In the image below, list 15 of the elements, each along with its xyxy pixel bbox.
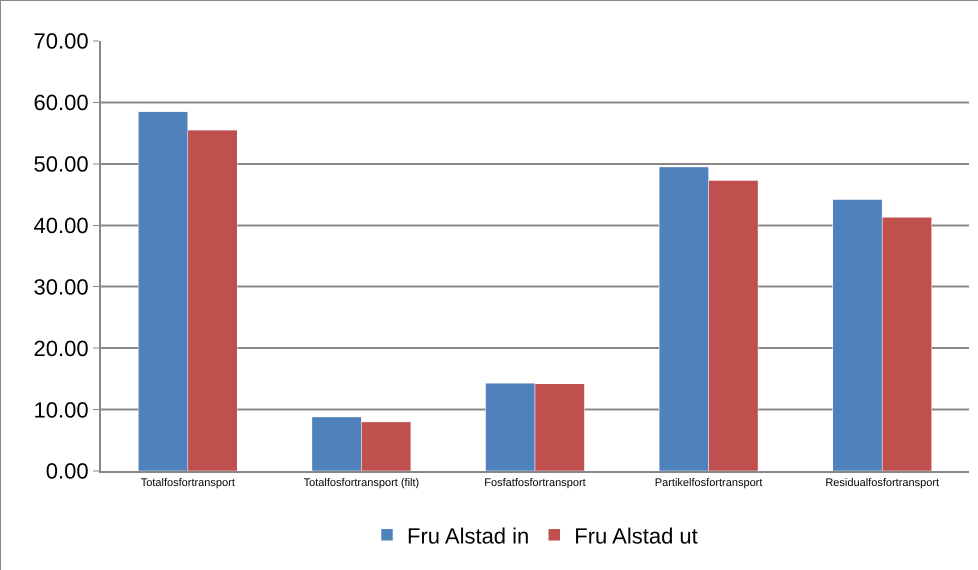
y-tick-label: 30.00 [34, 274, 89, 300]
y-tick-label: 10.00 [34, 397, 89, 422]
y-tick-label: 70.00 [34, 28, 89, 54]
y-tick-label: 0.00 [46, 458, 89, 484]
legend-label: Fru Alstad in [407, 523, 530, 548]
y-tick-label: 50.00 [34, 152, 89, 177]
x-tick-label: Partikelfosfortransport [654, 477, 762, 490]
y-tick-label: 20.00 [34, 336, 89, 361]
y-tick-label: 60.00 [34, 90, 89, 116]
y-tick-label: 40.00 [34, 212, 89, 238]
x-tick-label: Totalfosfortransport (filt) [304, 477, 420, 490]
x-tick-label: Fosfatfosfortransport [484, 477, 586, 490]
x-tick-label: Residualfosfortransport [825, 477, 940, 490]
legend-label: Fru Alstad ut [574, 523, 698, 548]
x-tick-label: Totalfosfortransport [140, 477, 235, 490]
